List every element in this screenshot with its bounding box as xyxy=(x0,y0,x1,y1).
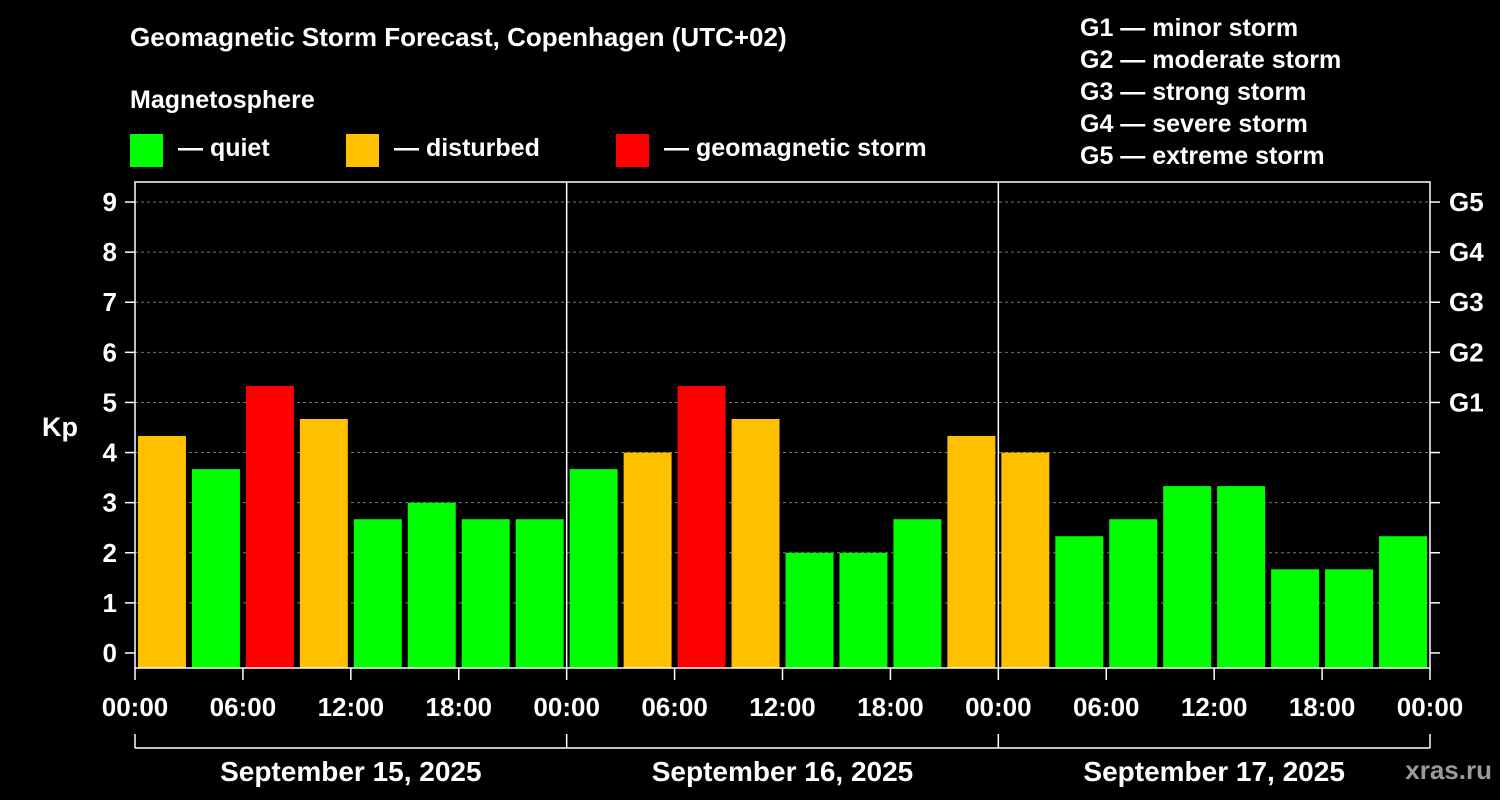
g-scale-label: G3 xyxy=(1449,287,1484,317)
x-tick-label: 06:00 xyxy=(210,692,277,722)
g-scale-label: G2 xyxy=(1449,337,1484,367)
y-tick-label: 5 xyxy=(103,387,117,417)
kp-bar xyxy=(623,452,672,668)
kp-bar xyxy=(191,469,240,668)
kp-bar xyxy=(1379,536,1427,668)
g-scale-label: G5 xyxy=(1449,187,1484,217)
y-tick-label: 7 xyxy=(103,287,117,317)
y-tick-label: 0 xyxy=(103,638,117,668)
kp-bar xyxy=(299,418,348,668)
x-tick-label: 00:00 xyxy=(533,692,600,722)
kp-bar xyxy=(947,436,996,668)
kp-bar xyxy=(1109,519,1158,668)
g-scale-label: G1 xyxy=(1449,387,1484,417)
g-legend-g3: G3 — strong storm xyxy=(1080,78,1307,106)
x-tick-label: 18:00 xyxy=(857,692,924,722)
date-label: September 17, 2025 xyxy=(1083,756,1345,787)
legend-swatch-storm xyxy=(616,134,649,167)
y-tick-label: 4 xyxy=(103,438,118,468)
kp-bar xyxy=(138,436,186,668)
y-tick-label: 6 xyxy=(103,337,117,367)
kp-bar xyxy=(1163,486,1212,668)
x-tick-label: 00:00 xyxy=(102,692,169,722)
legend-swatch-disturbed xyxy=(346,134,379,167)
y-tick-label: 8 xyxy=(103,237,117,267)
legend-label-disturbed: — disturbed xyxy=(394,134,540,162)
g-legend-g1: G1 — minor storm xyxy=(1080,14,1299,42)
y-tick-label: 9 xyxy=(103,187,117,217)
kp-bar xyxy=(353,519,402,668)
kp-bar xyxy=(731,418,780,668)
y-tick-label: 3 xyxy=(103,488,117,518)
x-tick-label: 18:00 xyxy=(1289,692,1356,722)
x-tick-label: 12:00 xyxy=(749,692,816,722)
x-tick-label: 06:00 xyxy=(1073,692,1140,722)
x-tick-label: 12:00 xyxy=(318,692,385,722)
kp-bar xyxy=(785,552,834,668)
x-tick-label: 18:00 xyxy=(426,692,493,722)
x-tick-label: 00:00 xyxy=(965,692,1032,722)
kp-bar xyxy=(515,519,564,668)
y-tick-label: 1 xyxy=(103,588,117,618)
date-label: September 16, 2025 xyxy=(652,756,914,787)
kp-bar xyxy=(407,502,456,668)
kp-bar xyxy=(245,385,294,668)
y-axis-label: Kp xyxy=(42,412,78,442)
g-legend-g4: G4 — severe storm xyxy=(1080,110,1308,138)
g-legend-g5: G5 — extreme storm xyxy=(1080,142,1325,170)
kp-bar xyxy=(1055,536,1104,668)
kp-bar xyxy=(839,552,888,668)
kp-bar xyxy=(569,469,618,668)
watermark: xras.ru xyxy=(1405,755,1492,785)
kp-bar xyxy=(1001,452,1050,668)
x-tick-label: 06:00 xyxy=(641,692,708,722)
g-legend-g2: G2 — moderate storm xyxy=(1080,46,1342,74)
kp-bar xyxy=(677,385,726,668)
kp-bar xyxy=(1217,486,1266,668)
x-tick-label: 00:00 xyxy=(1397,692,1464,722)
y-tick-label: 2 xyxy=(103,538,117,568)
x-tick-label: 12:00 xyxy=(1181,692,1248,722)
magnetosphere-label: Magnetosphere xyxy=(130,86,315,114)
legend-label-quiet: — quiet xyxy=(178,134,270,162)
kp-bar xyxy=(893,519,942,668)
legend-label-storm: — geomagnetic storm xyxy=(664,134,927,162)
kp-bar xyxy=(461,519,510,668)
chart-title: Geomagnetic Storm Forecast, Copenhagen (… xyxy=(130,22,787,52)
kp-bar xyxy=(1271,569,1320,668)
legend-swatch-quiet xyxy=(130,134,163,167)
g-scale-label: G4 xyxy=(1449,237,1484,267)
date-label: September 15, 2025 xyxy=(220,756,482,787)
kp-bar xyxy=(1325,569,1374,668)
